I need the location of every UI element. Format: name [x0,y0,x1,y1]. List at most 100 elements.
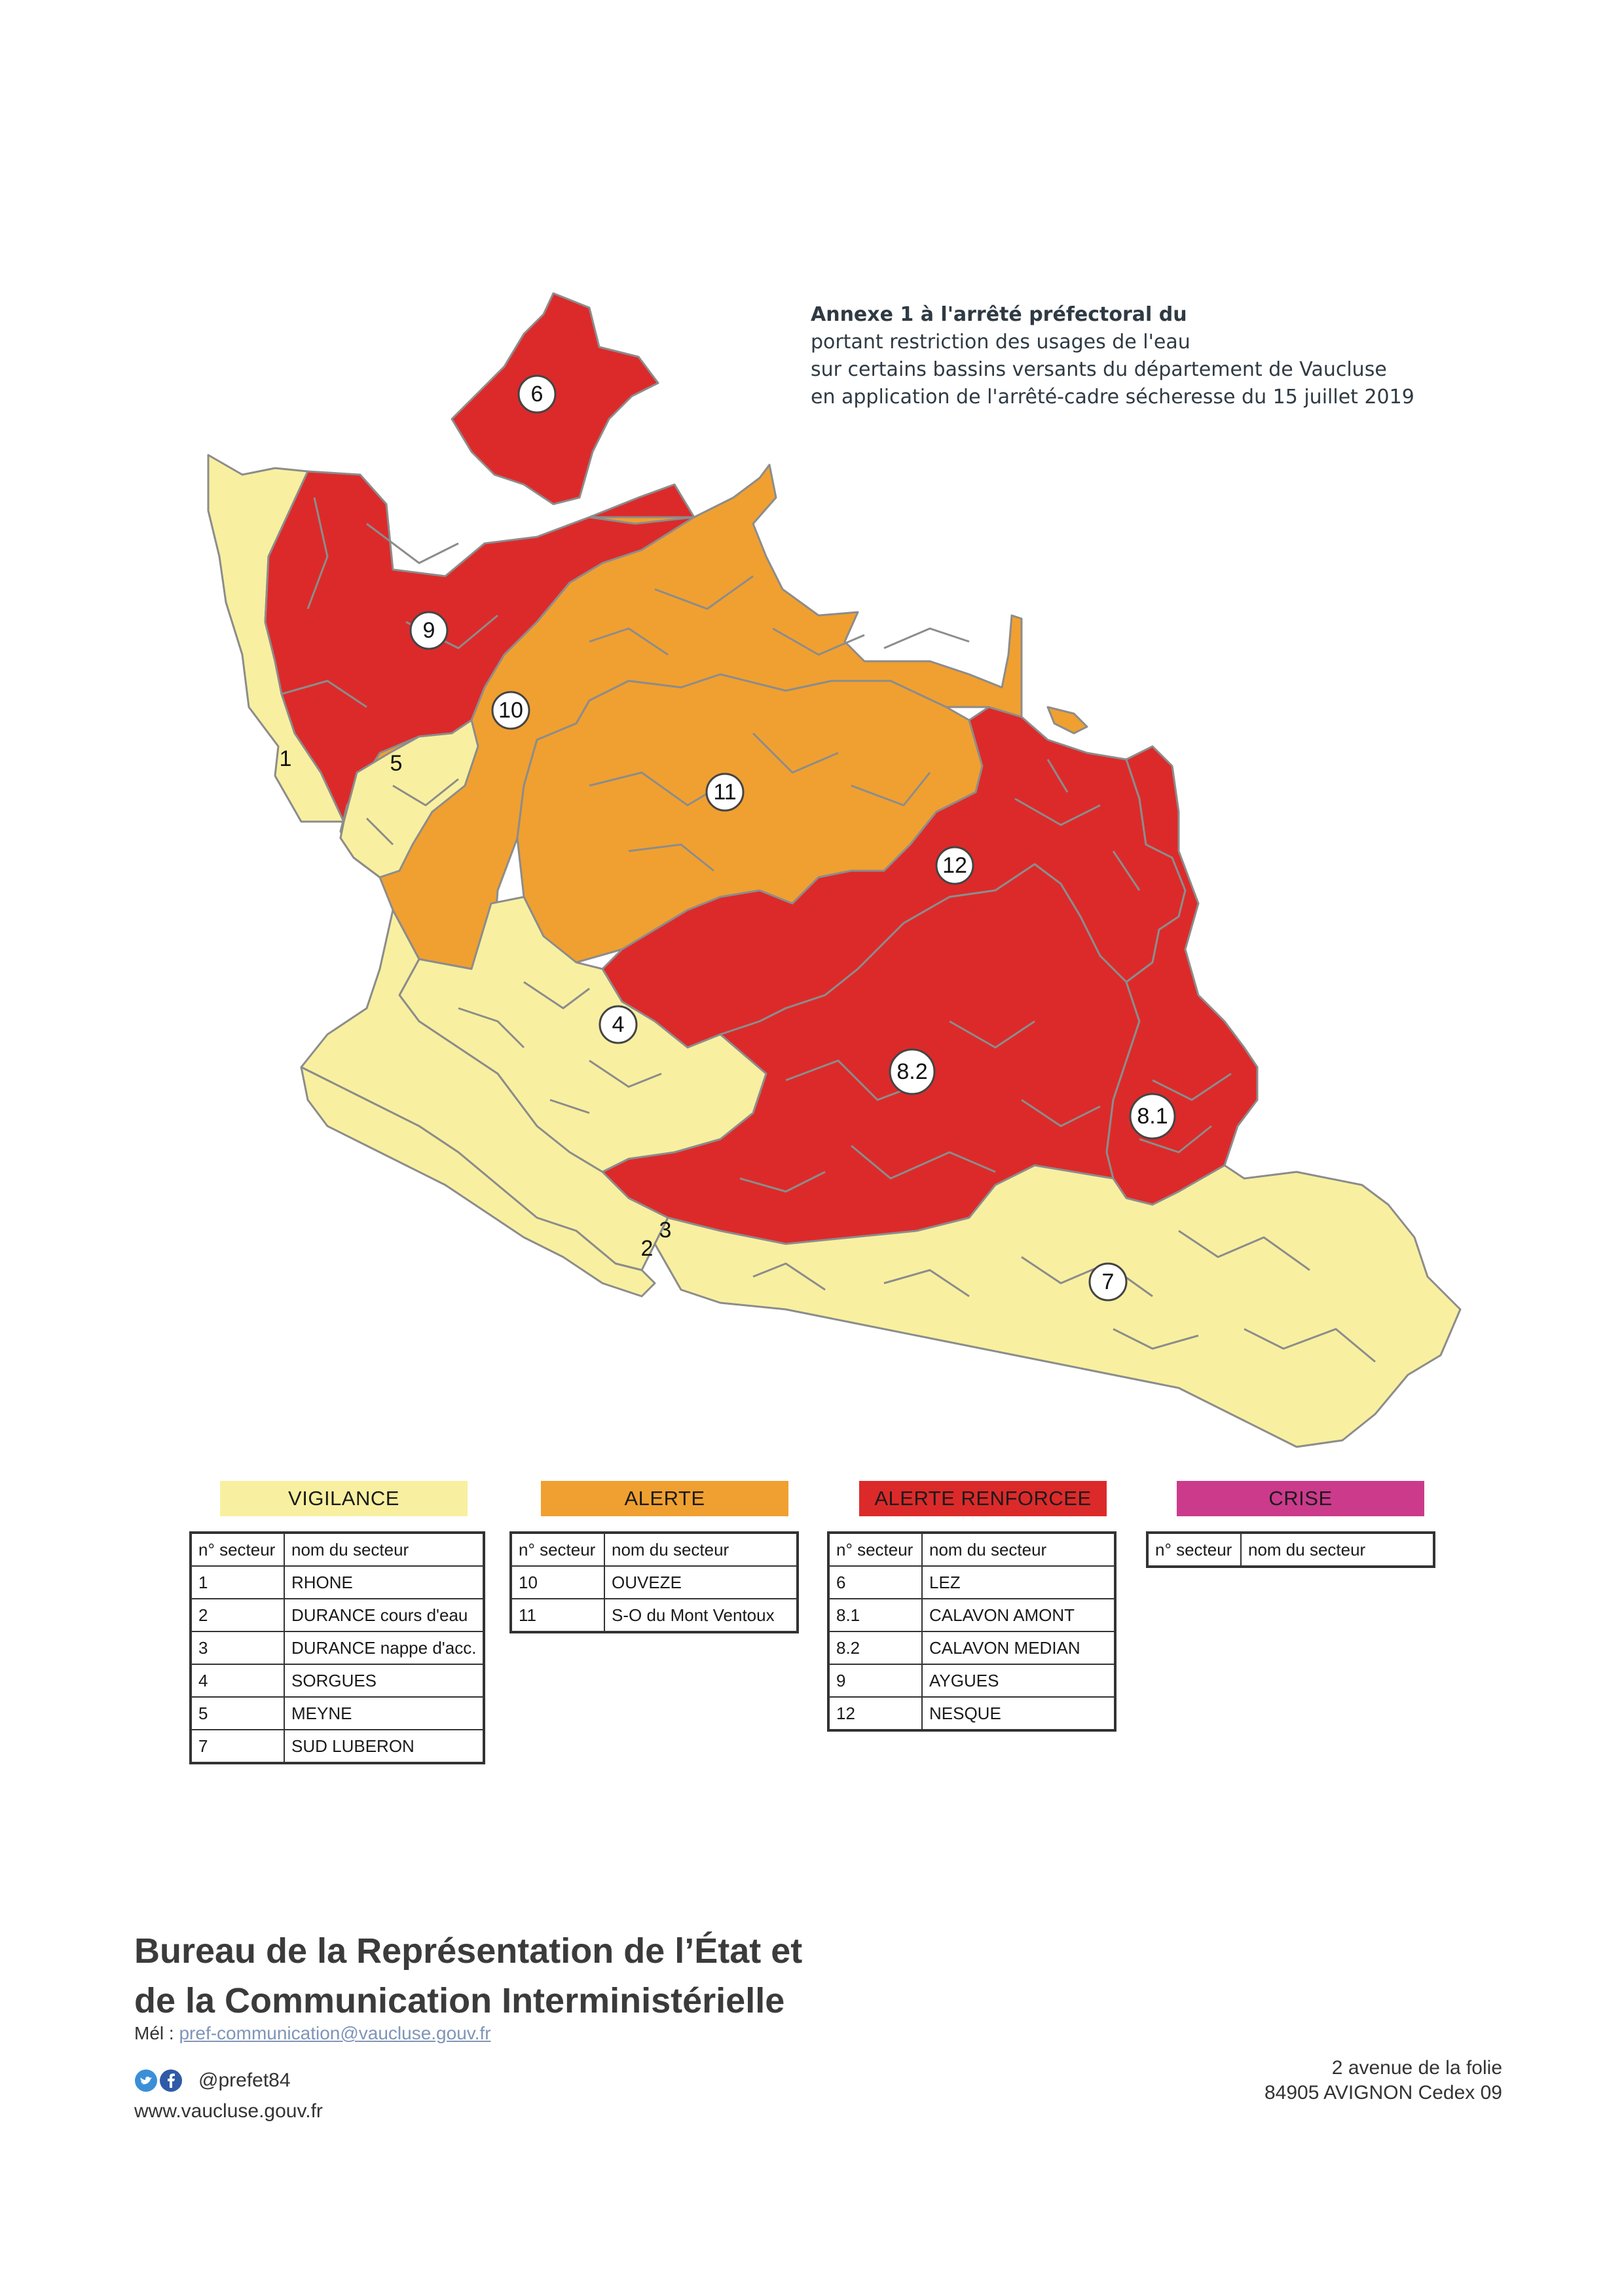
sector-name: RHONE [283,1565,485,1599]
header-sector-number: n° secteur [510,1532,605,1567]
facebook-icon[interactable] [159,2069,183,2092]
table-row: 3 DURANCE nappe d'acc. [190,1631,485,1665]
legend-crise-label: CRISE [1268,1487,1333,1510]
sector-name: LEZ [921,1565,1116,1599]
table-alerte: n° secteur nom du secteur 10 OUVEZE 11 S-O du… [509,1531,799,1633]
sector-marker: 5 [390,751,403,776]
sector-number: 8.1 [828,1598,923,1632]
sector-name: CALAVON MEDIAN [921,1631,1116,1665]
sector-name: S-O du Mont Ventoux [604,1598,798,1633]
sector-number-label: 7 [1102,1269,1115,1294]
table-row: 5 MEYNE [190,1696,485,1730]
sector-marker: 4 [599,1005,638,1044]
commune-boundary [752,1230,1376,1363]
zone-12-east-pocket [1046,706,1088,735]
table-row: 12 NESQUE [828,1696,1116,1731]
table-alerte-renforcee: n° secteur nom du secteur 6 LEZ 8.1 CALAVON A… [827,1531,1116,1732]
table-header-row: n° secteur nom du secteur [510,1532,798,1567]
commune-boundary [589,732,931,872]
table-row: 7 SUD LUBERON [190,1729,485,1764]
sector-number-label: 11 [713,780,736,805]
sector-marker: 6 [517,374,557,414]
legend-alerte: ALERTE [541,1481,788,1516]
sector-name: DURANCE nappe d'acc. [283,1631,485,1665]
legend-vigilance: VIGILANCE [220,1481,468,1516]
sector-number: 1 [190,1565,285,1599]
commune-boundary [365,778,459,846]
sector-name: SORGUES [283,1664,485,1698]
sector-number-label: 9 [423,618,435,643]
sector-marker-circle [889,1048,936,1095]
sector-number-label: 10 [498,698,523,723]
header-sector-number: n° secteur [190,1532,285,1567]
annex-title-block: Annexe 1 à l'arrêté préfectoral du porta… [811,301,1452,411]
sector-marker-circle [1129,1093,1176,1140]
table-row: 8.1 CALAVON AMONT [828,1598,1116,1632]
annex-title: Annexe 1 à l'arrêté préfectoral du [811,303,1187,326]
postal-address: 2 avenue de la folie 84905 AVIGNON Cedex… [1264,2056,1502,2105]
sector-marker-circle [599,1005,638,1044]
footer-title: Bureau de la Représentation de l’État et… [134,1926,802,2026]
sector-number: 9 [828,1664,923,1698]
annex-subtitle-line-3: en application de l'arrêté-cadre séchere… [811,386,1414,409]
sector-marker: 7 [1088,1262,1128,1302]
sector-marker: 2 [641,1236,654,1261]
social-handle[interactable]: @prefet84 [198,2069,291,2091]
sector-number-label: 12 [942,853,967,878]
commune-boundary [458,981,662,1114]
commune-boundary [739,1020,1101,1193]
sector-number-label: 3 [659,1218,672,1243]
commune-boundary [1139,1072,1232,1154]
sector-marker-circle [491,691,530,730]
table-header-row: n° secteur nom du secteur [1147,1532,1435,1567]
sector-number: 7 [190,1729,285,1764]
table-header-row: n° secteur nom du secteur [828,1532,1116,1567]
sector-number-label: 6 [531,382,544,407]
sector-marker: 9 [409,611,449,650]
sector-name: MEYNE [283,1696,485,1730]
sector-marker-circle [935,846,974,885]
table-row: 2 DURANCE cours d'eau [190,1598,485,1632]
sector-number: 2 [190,1598,285,1632]
header-sector-name: nom du secteur [921,1532,1116,1567]
sector-number-label: 4 [612,1012,625,1037]
sector-marker: 10 [491,691,530,730]
header-sector-number: n° secteur [828,1532,923,1567]
table-row: 4 SORGUES [190,1664,485,1698]
sector-name: SUD LUBERON [283,1729,485,1764]
annex-subtitle-line-2: sur certains bassins versants du départe… [811,358,1387,381]
twitter-icon[interactable] [134,2069,158,2092]
table-row: 8.2 CALAVON MEDIAN [828,1631,1116,1665]
sector-number-label: 8.1 [1137,1104,1168,1129]
legend-alerte-renforcee: ALERTE RENFORCEE [859,1481,1107,1516]
sector-number-label: 8.2 [896,1059,927,1084]
mail-link[interactable]: pref-communication@vaucluse.gouv.fr [179,2023,491,2043]
sector-number: 3 [190,1631,285,1665]
sector-number: 12 [828,1696,923,1731]
commune-boundary [1014,759,1141,891]
website-link[interactable]: www.vaucluse.gouv.fr [134,2100,323,2122]
sector-marker-circle [1088,1262,1128,1302]
sector-number-label: 5 [390,751,403,776]
zone-5-meyne [339,719,479,879]
zone-7-sud-luberon [654,1164,1462,1448]
sector-name: NESQUE [921,1696,1116,1731]
sector-number-label: 1 [280,746,292,771]
sector-name: CALAVON AMONT [921,1598,1116,1632]
legend-alerte-renforcee-label: ALERTE RENFORCEE [874,1487,1092,1510]
sector-number: 4 [190,1664,285,1698]
header-sector-name: nom du secteur [283,1532,485,1567]
table-vigilance: n° secteur nom du secteur 1 RHONE 2 DURANCE c… [189,1531,486,1764]
address-line-2: 84905 AVIGNON Cedex 09 [1264,2082,1502,2104]
footer-mail-row: Mél : pref-communication@vaucluse.gouv.f… [134,2023,491,2044]
sector-marker: 8.2 [889,1048,936,1095]
sector-name: AYGUES [921,1664,1116,1698]
table-header-row: n° secteur nom du secteur [190,1532,485,1567]
social-row: @prefet84 [134,2069,291,2092]
table-row: 11 S-O du Mont Ventoux [510,1598,798,1633]
footer-title-line-2: de la Communication Interministérielle [134,1981,785,2020]
sector-marker: 1 [280,746,292,771]
sector-name: DURANCE cours d'eau [283,1598,485,1632]
sector-marker-circle [517,374,557,414]
